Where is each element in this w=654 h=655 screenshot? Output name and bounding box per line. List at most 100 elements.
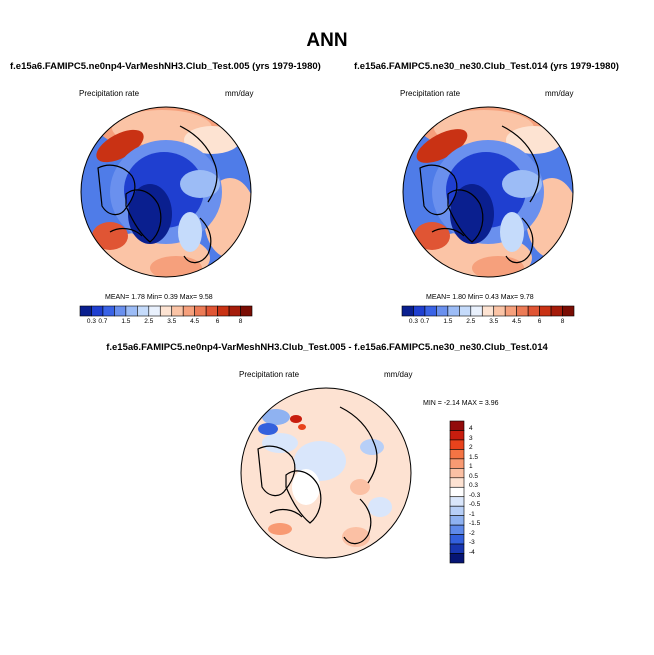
greenland-neutral	[292, 469, 320, 505]
colorbar-swatch	[449, 534, 465, 545]
colorbar-swatch	[171, 305, 184, 317]
colorbar-swatch	[424, 305, 437, 317]
colorbar-swatch	[527, 305, 540, 317]
colorbar-swatch	[470, 305, 483, 317]
colorbar-tick-label: 0.3	[86, 318, 96, 325]
colorbar-swatch	[240, 305, 253, 317]
left-colorbar	[79, 305, 253, 317]
difference-max-value: 3.96	[484, 400, 499, 407]
colorbar-swatch	[516, 305, 529, 317]
colorbar-swatch	[449, 553, 465, 564]
colorbar-swatch	[504, 305, 517, 317]
greenland-coast	[125, 189, 162, 243]
left-max-label: Max=	[179, 294, 198, 301]
colorbar-tick-label: 0.5	[469, 472, 479, 480]
colorbar-tick-label: 3.5	[167, 318, 177, 325]
colorbar-tick-label: 3	[469, 434, 473, 442]
left-polar-map	[80, 106, 252, 278]
greenland-coast	[447, 189, 484, 243]
right-colorbar-labels: 0.3 0.7 1.5 2.5 3.5 4.5 6 8	[402, 318, 574, 328]
difference-max-label: MAX =	[461, 400, 483, 407]
difference-polar-map	[240, 387, 412, 559]
colorbar-swatch	[449, 524, 465, 535]
map-border	[80, 106, 252, 278]
colorbar-swatch	[449, 458, 465, 469]
colorbar-swatch	[205, 305, 218, 317]
north-america-coast	[97, 164, 136, 216]
left-variable-label: Precipitation rate	[79, 89, 140, 98]
map-border	[240, 387, 412, 559]
colorbar-swatch	[449, 496, 465, 507]
colorbar-swatch	[148, 305, 161, 317]
colorbar-swatch	[137, 305, 150, 317]
colorbar-swatch	[79, 305, 92, 317]
colorbar-tick-label: 6	[215, 318, 220, 325]
colorbar-tick-label: 0.3	[408, 318, 418, 325]
scandinavia-coast	[343, 498, 372, 545]
difference-colorbar	[449, 420, 465, 564]
colorbar-tick-label: -0.3	[469, 491, 481, 499]
left-mean-value: 1.78	[131, 294, 145, 301]
difference-min-label: MIN =	[423, 400, 442, 407]
right-polar-map	[402, 106, 574, 278]
colorbar-swatch	[449, 420, 465, 431]
colorbar-swatch	[436, 305, 449, 317]
colorbar-swatch	[449, 439, 465, 450]
colorbar-swatch	[413, 305, 426, 317]
siberia-coast	[501, 125, 540, 203]
north-america-coast	[419, 164, 458, 216]
scandinavia-coast	[505, 217, 534, 264]
colorbar-tick-label: 4.5	[512, 318, 522, 325]
colorbar-tick-label: 0.7	[420, 318, 430, 325]
right-colorbar	[401, 305, 575, 317]
colorbar-swatch	[449, 543, 465, 554]
positive-max-spot	[290, 415, 302, 423]
colorbar-swatch	[459, 305, 472, 317]
colorbar-tick-label: 0.3	[469, 482, 479, 490]
colorbar-swatch	[449, 430, 465, 441]
colorbar-swatch	[539, 305, 552, 317]
difference-stats: MIN = -2.14 MAX = 3.96	[423, 400, 499, 407]
scandinavia-coast	[183, 217, 212, 264]
colorbar-tick-label: -1	[469, 510, 475, 518]
storm-track-max	[416, 129, 468, 163]
left-min-label: Min=	[146, 294, 163, 301]
colorbar-swatch	[401, 305, 414, 317]
colorbar-tick-label: -0.5	[469, 501, 481, 509]
difference-panel-title: f.e15a6.FAMIPC5.ne0np4-VarMeshNH3.Club_T…	[106, 342, 548, 353]
negative-patch	[262, 409, 290, 425]
right-units-label: mm/day	[545, 89, 574, 98]
colorbar-swatch	[449, 477, 465, 488]
colorbar-tick-label: 1.5	[469, 453, 479, 461]
colorbar-tick-label: 1.5	[121, 318, 131, 325]
map-border	[402, 106, 574, 278]
right-max-value: 9.78	[520, 294, 534, 301]
colorbar-tick-label: -2	[469, 529, 475, 537]
left-units-label: mm/day	[225, 89, 254, 98]
right-variable-label: Precipitation rate	[400, 89, 461, 98]
colorbar-swatch	[562, 305, 575, 317]
left-stats: MEAN= 1.78 Min= 0.39 Max= 9.58	[105, 294, 213, 301]
colorbar-swatch	[114, 305, 127, 317]
colorbar-swatch	[449, 505, 465, 516]
colorbar-swatch	[449, 486, 465, 498]
colorbar-swatch	[449, 449, 465, 460]
difference-colorbar-labels: 4 3 2 1.5 1 0.5 0.3 -0.3 -0.5 -1 -1.5 -2 -3 -4	[469, 421, 499, 563]
right-panel-title: f.e15a6.FAMIPC5.ne30_ne30.Club_Test.014 …	[354, 61, 619, 72]
colorbar-swatch	[481, 305, 495, 317]
colorbar-swatch	[449, 468, 465, 479]
siberia-coast	[179, 125, 218, 203]
colorbar-swatch	[228, 305, 241, 317]
difference-units-label: mm/day	[384, 370, 413, 379]
colorbar-swatch	[194, 305, 207, 317]
difference-min-value: -2.14	[443, 400, 460, 407]
colorbar-swatch	[550, 305, 563, 317]
greenland-coast	[285, 470, 322, 524]
siberia-coast	[339, 406, 378, 484]
right-stats: MEAN= 1.80 Min= 0.43 Max= 9.78	[426, 294, 534, 301]
colorbar-tick-label: 4	[469, 425, 473, 433]
left-mean-label: MEAN=	[105, 294, 130, 301]
left-max-value: 9.58	[199, 294, 213, 301]
colorbar-tick-label: -1.5	[469, 520, 481, 528]
north-america-coast	[257, 445, 296, 497]
